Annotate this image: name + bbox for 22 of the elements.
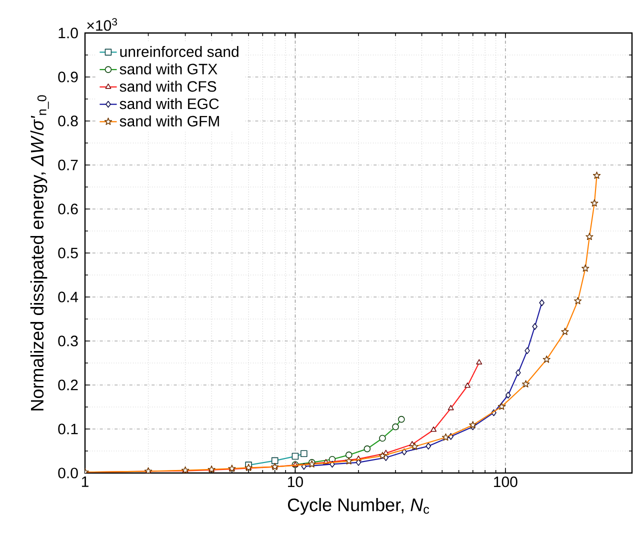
y-tick-label: 0.7 [58,160,78,170]
y-axis-title: Normalized dissipated energy, ΔW/σ'$_{n_0}$ [30,95,49,410]
legend-label: sand with GTX [120,63,218,74]
y-tick-label: 0.2 [58,380,78,390]
y-tick-label: 0.4 [58,292,78,302]
legend-label: unreinforced sand [120,46,238,58]
legend-label: sand with GFM [120,115,219,126]
x-axis-title: Cycle Number, N$_{c}$ [288,498,430,515]
legend-label: sand with CFS [120,80,216,92]
y-tick-label: 0.8 [58,116,78,126]
x-tick-label: 1 [82,476,88,487]
x-tick-label: 100 [494,476,518,488]
x-tick-label: 10 [288,476,303,488]
y-tick-label: 0.3 [58,336,78,346]
text: ×10$^{3}$ [87,18,118,31]
y-tick-label: 1.0 [58,28,78,38]
legend-label: sand with EGC [120,98,219,110]
y-tick-label: 0.9 [58,72,78,82]
y-tick-label: 0.5 [58,248,78,258]
y-tick-label: 0.1 [58,424,78,434]
y-tick-label: 0.6 [58,204,78,214]
y-tick-label: 0.0 [58,468,78,478]
